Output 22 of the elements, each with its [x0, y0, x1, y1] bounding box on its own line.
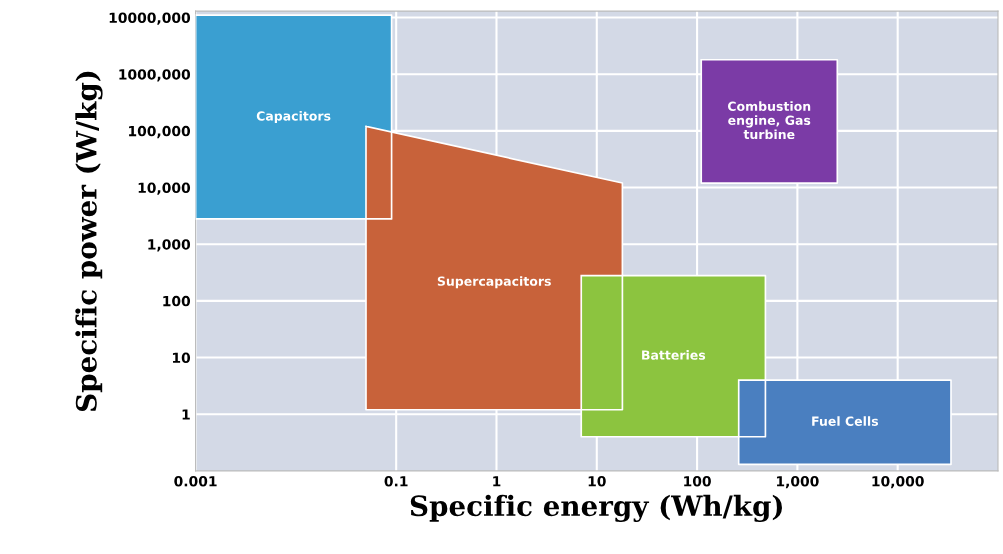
x-axis-title: Specific energy (Wh/kg) — [410, 494, 782, 523]
y-tick-label: 10000,000 — [109, 12, 191, 25]
series-label: Capacitors — [256, 110, 331, 124]
x-tick-label: 10 — [588, 476, 606, 487]
series-label: Fuel Cells — [812, 416, 879, 426]
y-tick-label: 1,000 — [148, 239, 191, 252]
y-tick-label: 10,000 — [138, 182, 191, 195]
series-label: Batteries — [642, 350, 706, 360]
x-tick-label: 10,000 — [872, 476, 924, 489]
y-tick-label: 100,000 — [129, 125, 191, 139]
x-tick-label: 100 — [684, 476, 711, 487]
y-axis-title: Specific power (W/kg) — [75, 71, 103, 412]
x-tick-label: 0.1 — [384, 476, 408, 487]
series-label: Combustion engine, Gas turbine — [727, 101, 811, 140]
x-tick-label: 1 — [493, 476, 501, 487]
y-tick-label: 10 — [172, 352, 191, 364]
x-tick-label: 0.001 — [174, 476, 217, 487]
series-label: Supercapacitors — [437, 276, 551, 289]
y-tick-label: 1000,000 — [119, 69, 191, 82]
y-tick-label: 100 — [163, 295, 191, 307]
x-tick-label: 1,000 — [776, 476, 819, 489]
y-tick-label: 1 — [182, 409, 190, 420]
